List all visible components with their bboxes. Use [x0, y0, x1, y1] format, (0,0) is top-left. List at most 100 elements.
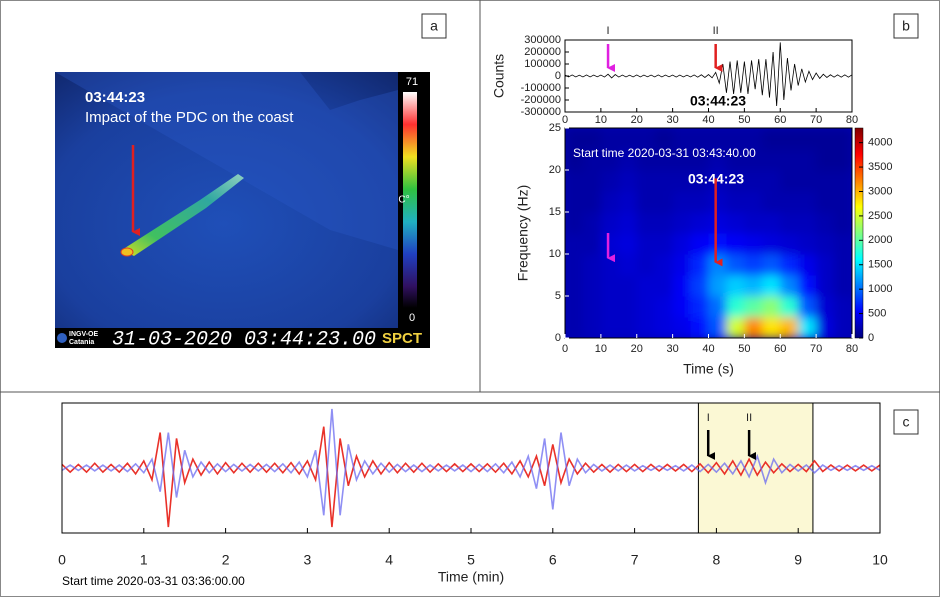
y-axis-label: Counts	[491, 54, 507, 98]
heat-cell	[636, 233, 656, 255]
thermal-time: 03:44:23	[85, 89, 145, 106]
heat-cell	[636, 149, 656, 171]
arrow-label: II	[746, 412, 752, 424]
heat-cell	[690, 149, 709, 171]
x-tick-label: 10	[595, 114, 607, 126]
heat-cell	[816, 212, 835, 234]
heat-cell	[816, 170, 835, 192]
y-tick-label: 5	[555, 290, 561, 302]
info-bar	[55, 328, 430, 348]
heat-cell	[565, 212, 584, 234]
heat-cell	[780, 170, 799, 192]
arrow-label: I	[707, 412, 710, 424]
heat-cell	[672, 212, 692, 234]
x-tick-label: 60	[774, 114, 786, 126]
heat-cell	[780, 128, 799, 150]
heat-cell	[582, 191, 602, 213]
panel-label: b	[902, 18, 910, 34]
heat-cell	[726, 233, 745, 255]
colorbar-label: 2500	[868, 210, 892, 222]
x-tick-label: 60	[774, 343, 786, 355]
heat-cell	[816, 149, 835, 171]
heat-cell	[780, 296, 799, 318]
heat-cell	[565, 191, 584, 213]
heat-cell	[618, 317, 638, 338]
scale-unit: C°	[398, 195, 409, 206]
heat-cell	[690, 128, 709, 150]
heat-cell	[690, 296, 709, 318]
heat-cell	[690, 191, 709, 213]
panel-label-box	[893, 409, 919, 435]
heat-cell	[636, 212, 656, 234]
heat-cell	[744, 212, 763, 234]
heat-cell	[654, 275, 674, 297]
heat-cell	[762, 191, 781, 213]
heat-cell	[582, 254, 602, 276]
heat-cell	[726, 254, 745, 276]
heat-cell	[834, 296, 852, 318]
x-tick-label: 70	[810, 114, 822, 126]
heat-cell	[582, 317, 602, 338]
heat-cell	[618, 296, 638, 318]
heat-cell	[600, 233, 620, 255]
heat-cell	[565, 275, 584, 297]
heat-cell	[654, 233, 674, 255]
heat-cell	[565, 170, 584, 192]
logo	[57, 333, 67, 343]
heat-cell	[780, 149, 799, 171]
heat-cell	[780, 317, 799, 338]
heatmap-cells	[565, 128, 852, 338]
heat-cell	[582, 275, 602, 297]
heat-cell	[672, 275, 692, 297]
colorbar-label: 0	[868, 332, 874, 344]
y-tick-label: 20	[549, 164, 561, 176]
heat-cell	[816, 233, 835, 255]
heat-cell	[672, 317, 692, 338]
heat-cell	[762, 296, 781, 318]
x-tick-label: 1	[140, 552, 148, 568]
y-tick-label: -100000	[521, 82, 561, 94]
heat-cell	[780, 191, 799, 213]
thermal-caption: Impact of the PDC on the coast	[85, 109, 294, 126]
heat-cell	[690, 212, 709, 234]
heat-cell	[708, 128, 727, 150]
heat-cell	[744, 296, 763, 318]
heat-cell	[762, 212, 781, 234]
heat-cell	[672, 233, 692, 255]
plot-frame	[564, 39, 853, 113]
heat-cell	[762, 254, 781, 276]
heat-cell	[834, 317, 852, 338]
heat-cell	[726, 212, 745, 234]
heat-cell	[834, 128, 852, 150]
y-tick-label: 10	[549, 248, 561, 260]
heat-cell	[618, 170, 638, 192]
heat-cell	[600, 317, 620, 338]
x-tick-label: 6	[549, 552, 557, 568]
x-tick-label: 10	[872, 552, 888, 568]
heat-cell	[672, 254, 692, 276]
subtitle: Start time 2020-03-31 03:36:00.00	[62, 574, 245, 588]
arrow-label: II	[713, 25, 719, 37]
y-tick-label: 0	[555, 70, 561, 82]
heat-cell	[834, 212, 852, 234]
temperature-scale	[403, 92, 417, 308]
heat-cell	[798, 254, 817, 276]
x-tick-label: 20	[631, 114, 643, 126]
y-tick-label: -200000	[521, 94, 561, 106]
heat-cell	[708, 296, 727, 318]
x-axis-label: Time (s)	[683, 361, 734, 377]
heat-cell	[798, 128, 817, 150]
heat-cell	[654, 149, 674, 171]
camera: SPCT	[382, 330, 422, 347]
heat-cell	[708, 254, 727, 276]
heat-cell	[582, 296, 602, 318]
heat-cell	[708, 191, 727, 213]
heat-cell	[744, 128, 763, 150]
heat-cell	[798, 170, 817, 192]
heat-cell	[565, 149, 584, 171]
heat-cell	[816, 254, 835, 276]
heat-cell	[618, 149, 638, 171]
heat-cell	[762, 149, 781, 171]
x-tick-label: 20	[631, 343, 643, 355]
heat-cell	[816, 296, 835, 318]
